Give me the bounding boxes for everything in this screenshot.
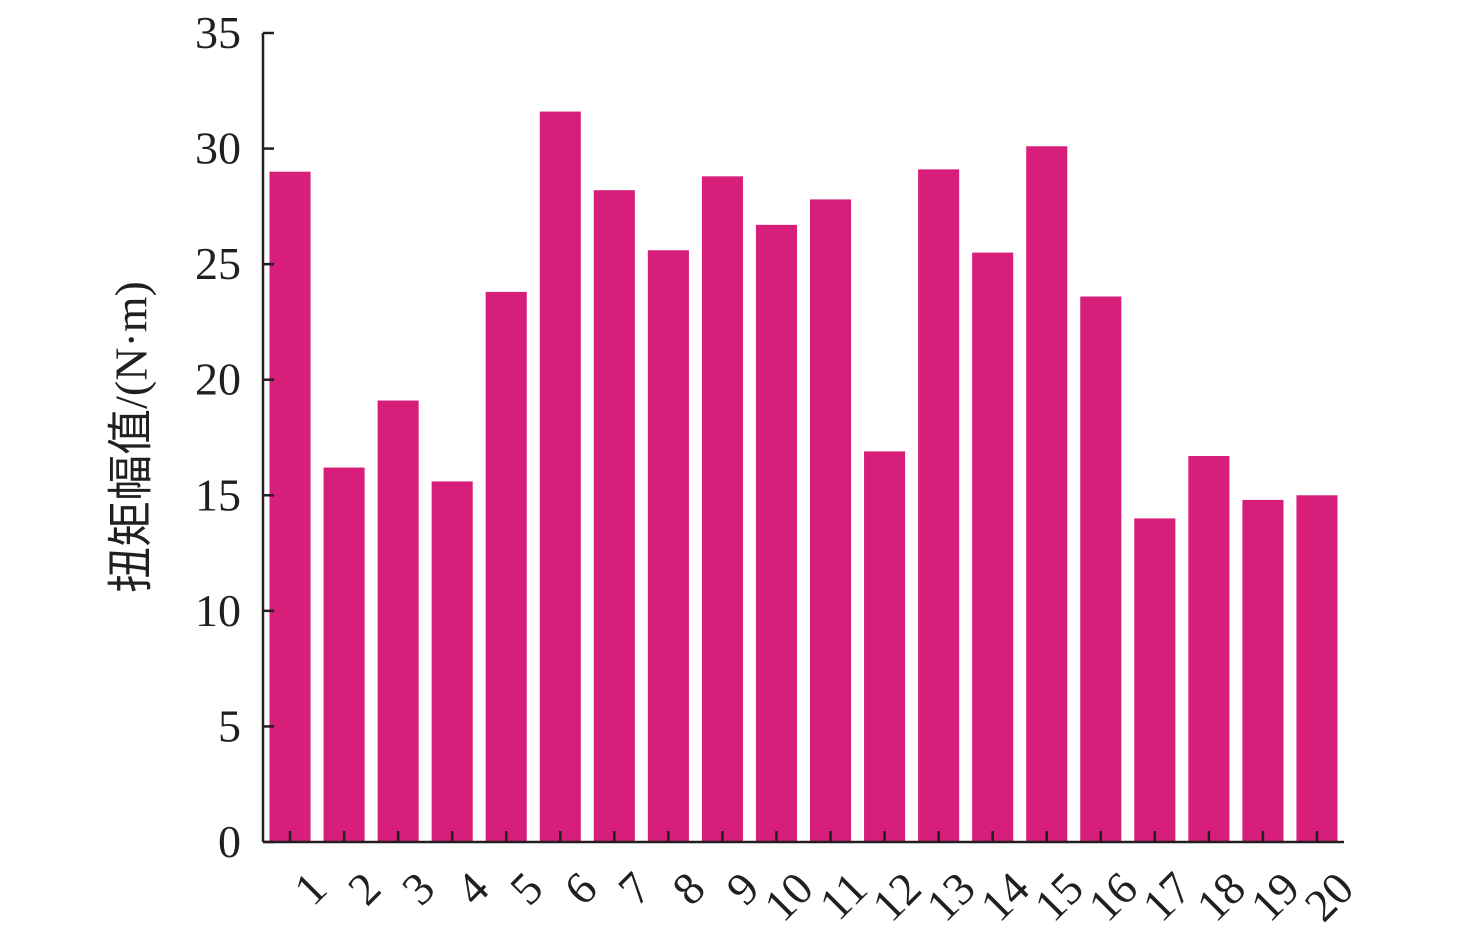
- bar-3: [377, 400, 419, 842]
- x-tick-label: 4: [446, 862, 498, 914]
- y-tick-label: 0: [218, 816, 241, 867]
- bar-1: [269, 171, 311, 842]
- bar-20: [1296, 495, 1338, 842]
- bar-6: [539, 111, 581, 843]
- bar-10: [755, 224, 798, 843]
- bar-14: [972, 252, 1014, 843]
- bar-13: [918, 169, 960, 842]
- y-tick-label: 5: [218, 700, 241, 751]
- x-tick-label: 3: [392, 862, 444, 914]
- bar-18: [1188, 455, 1230, 842]
- x-tick-label: 6: [554, 862, 606, 914]
- y-tick-label: 10: [195, 585, 241, 636]
- y-tick-label: 35: [195, 7, 241, 58]
- bar-2: [323, 467, 365, 842]
- bars-group: [269, 111, 1338, 843]
- y-tick-label: 20: [195, 354, 241, 405]
- bar-19: [1242, 499, 1284, 842]
- bar-9: [701, 176, 743, 842]
- bar-11: [809, 199, 852, 843]
- y-axis-ticks: 0 5 10 15 20 25 30 35: [195, 7, 274, 867]
- y-tick-label: 15: [195, 469, 241, 520]
- bar-8: [647, 250, 689, 842]
- y-tick-label: 30: [195, 123, 241, 174]
- x-tick-label: 8: [662, 862, 714, 914]
- bar-12: [864, 451, 906, 842]
- bar-4: [431, 481, 473, 842]
- x-tick-label: 7: [608, 862, 660, 914]
- x-tick-label: 2: [338, 862, 390, 914]
- x-tick-label: 20: [1295, 862, 1364, 931]
- bar-15: [1026, 146, 1068, 842]
- bar-5: [485, 291, 527, 842]
- x-tick-label: 5: [500, 862, 552, 914]
- y-axis-title: 扭矩幅值/(N·m): [106, 281, 157, 593]
- y-tick-label: 25: [195, 238, 241, 289]
- bar-16: [1080, 296, 1122, 842]
- x-tick-label: 1: [284, 862, 336, 914]
- bar-17: [1134, 518, 1176, 842]
- bar-7: [593, 190, 635, 842]
